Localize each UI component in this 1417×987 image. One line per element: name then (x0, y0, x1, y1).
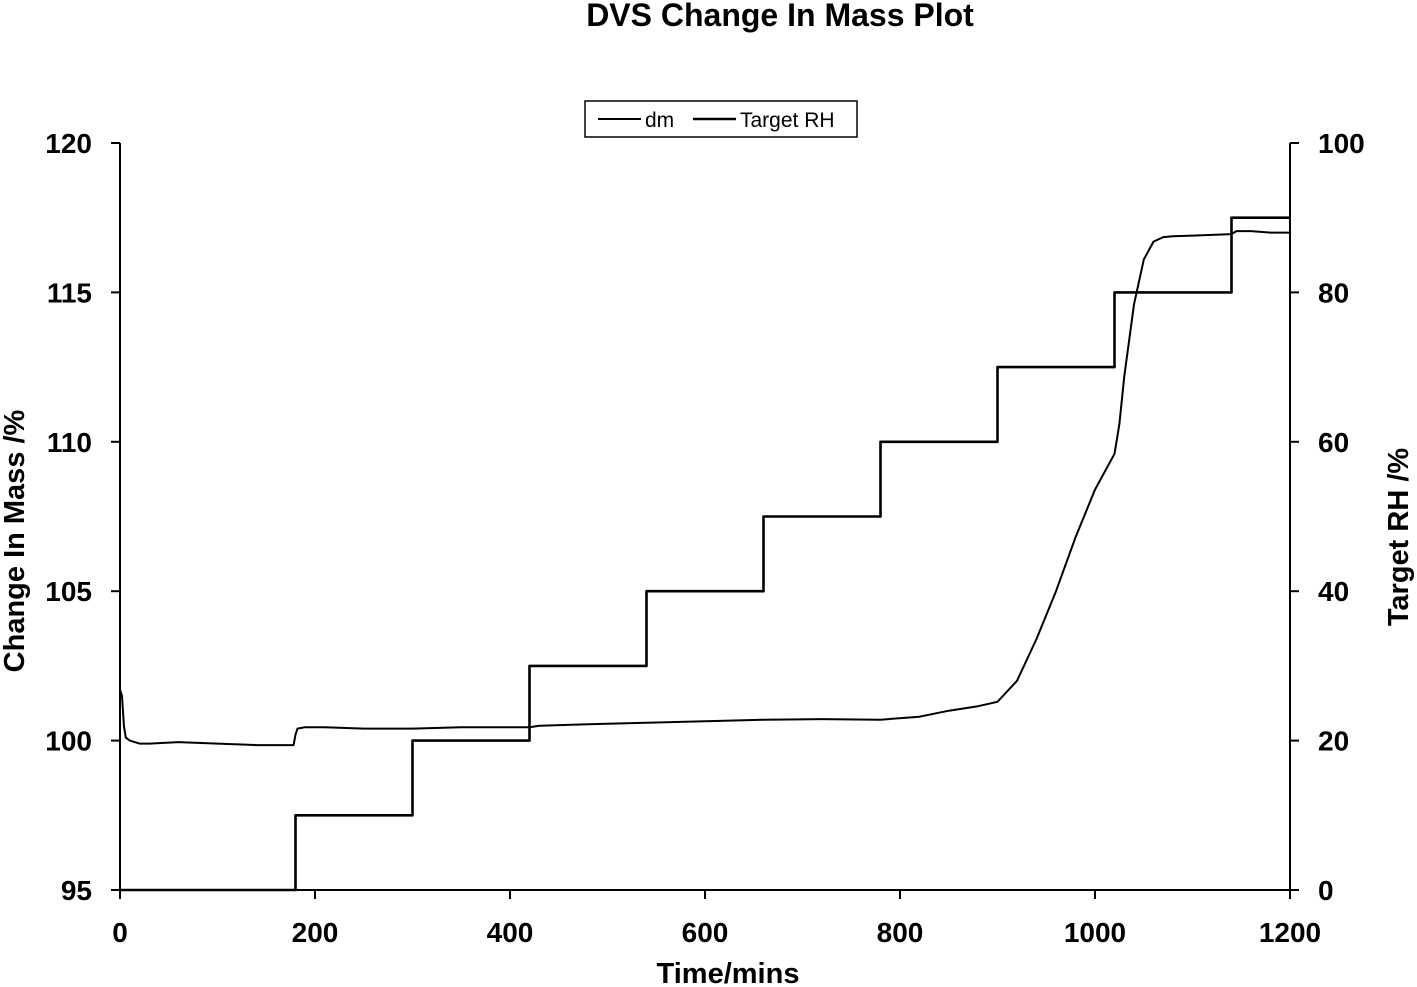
y2-tick-label: 0 (1318, 875, 1334, 906)
legend-label-target-rh: Target RH (740, 109, 835, 132)
y-tick-label: 105 (45, 576, 92, 607)
x-tick-label: 1000 (1064, 917, 1126, 948)
y2-tick-label: 20 (1318, 726, 1349, 757)
x-tick-label: 600 (682, 917, 729, 948)
y-tick-label: 115 (47, 277, 92, 308)
y2-axis-label: Target RH /% (1383, 448, 1415, 627)
y-axis-label: Change In Mass /% (0, 409, 31, 672)
x-tick-label: 800 (877, 917, 924, 948)
series-layer (119, 216, 1290, 892)
x-axis-label: Time/mins (657, 958, 800, 987)
legend-label-dm: dm (645, 109, 674, 132)
plot-area (119, 143, 1291, 891)
y-ticks: 95 100 105 110 115 120 (45, 128, 120, 906)
y2-tick-label: 100 (1318, 128, 1365, 159)
x-tick-label: 1200 (1259, 917, 1321, 948)
legend: dm Target RH (584, 100, 858, 138)
x-tick-label: 200 (292, 917, 339, 948)
y-tick-label: 100 (45, 726, 92, 757)
x-tick-label: 400 (487, 917, 534, 948)
x-ticks: 0 200 400 600 800 1000 1200 (112, 890, 1321, 948)
y-tick-label: 120 (45, 128, 92, 159)
chart-title: DVS Change In Mass Plot (586, 0, 974, 33)
y-tick-label: 95 (61, 875, 92, 906)
series-line-dm (119, 230, 1290, 747)
y2-ticks: 0 20 40 60 80 100 (1290, 128, 1365, 906)
y-tick-label: 110 (47, 427, 92, 458)
y2-tick-label: 40 (1318, 576, 1349, 607)
x-tick-label: 0 (112, 917, 128, 948)
y2-tick-label: 60 (1318, 427, 1349, 458)
y2-tick-label: 80 (1318, 277, 1349, 308)
series-line-target-rh (120, 216, 1290, 892)
